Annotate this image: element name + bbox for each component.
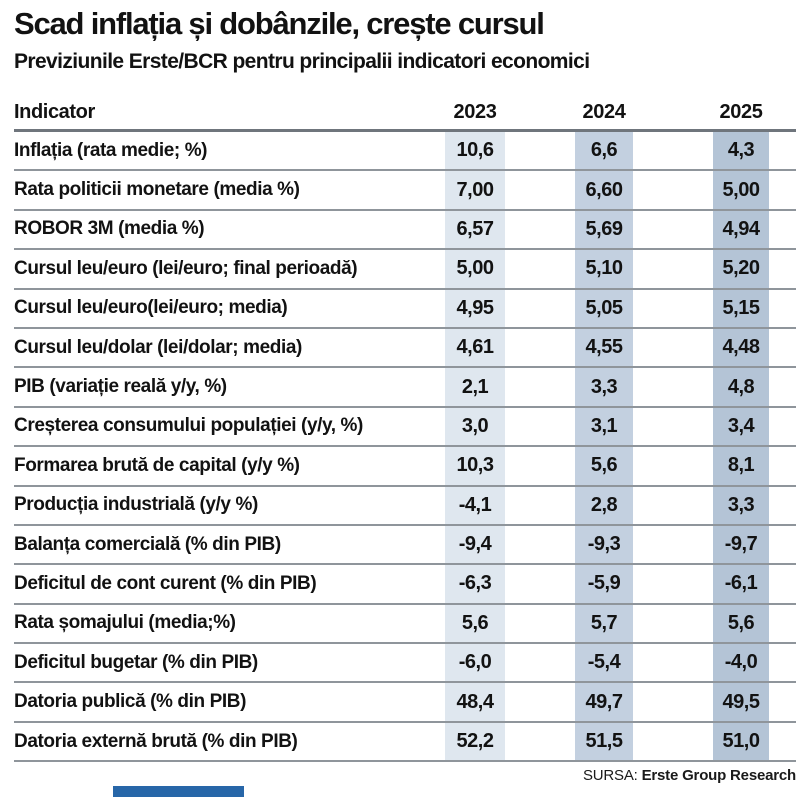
table-row: Inflația (rata medie; %) 10,6 6,6 4,3 xyxy=(14,132,796,172)
value-cell-2023: 5,6 xyxy=(445,604,505,643)
table-body: Inflația (rata medie; %) 10,6 6,6 4,3 Rata p… xyxy=(14,132,796,763)
row-label: Balanța comercială (% din PIB) xyxy=(14,533,281,555)
forecast-table: Indicator 2023 2024 2025 Inflația (rata me… xyxy=(14,95,796,763)
table-row: Deficitul bugetar (% din PIB) -6,0 -5,4 -4,… xyxy=(14,644,796,684)
value-cell-2023: 4,61 xyxy=(445,328,505,367)
table-row: Balanța comercială (% din PIB) -9,4 -9,3 -9… xyxy=(14,525,796,566)
value-cell-2024: 5,05 xyxy=(575,289,633,327)
value-cell-2024: 3,3 xyxy=(575,368,633,406)
page-subtitle: Previziunile Erste/BCR pentru principali… xyxy=(14,50,590,73)
value-cell-2024: 5,10 xyxy=(575,250,633,288)
table-row: Datoria externă brută (% din PIB) 52,2 51,… xyxy=(14,722,796,763)
value-cell-2024: 5,6 xyxy=(575,447,633,485)
value-cell-2023: -4,1 xyxy=(445,486,505,524)
value-cell-2025: -6,1 xyxy=(713,565,769,603)
value-cell-2025: 5,6 xyxy=(713,604,769,643)
table-row: Creșterea consumului populației (y/y, %)… xyxy=(14,407,796,448)
row-label: Rata șomajului (media;%) xyxy=(14,612,236,634)
value-cell-2025: 4,3 xyxy=(713,132,769,170)
value-cell-2023: 6,57 xyxy=(445,210,505,249)
value-cell-2023: 5,00 xyxy=(445,250,505,288)
row-label: Inflația (rata medie; %) xyxy=(14,139,208,161)
source-value: Erste Group Research xyxy=(641,767,797,784)
value-cell-2023: 7,00 xyxy=(445,171,505,209)
row-label: Creșterea consumului populației (y/y, %) xyxy=(14,415,363,437)
table-row: Producția industrială (y/y %) -4,1 2,8 3,3 xyxy=(14,486,796,526)
value-cell-2023: 48,4 xyxy=(445,683,505,721)
table-header-row: Indicator 2023 2024 2025 xyxy=(14,95,796,132)
value-cell-2025: 3,3 xyxy=(713,486,769,524)
table-row: Cursul leu/euro (lei/euro; final perioad… xyxy=(14,250,796,290)
row-label: Deficitul de cont curent (% din PIB) xyxy=(14,572,317,594)
table-row: Rata politicii monetare (media %) 7,00 6,6… xyxy=(14,171,796,211)
value-cell-2023: 52,2 xyxy=(445,722,505,761)
value-cell-2025: 51,0 xyxy=(713,722,769,761)
page-title: Scad inflația și dobânzile, crește cursu… xyxy=(14,6,545,41)
value-cell-2023: 4,95 xyxy=(445,289,505,327)
value-cell-2023: -6,3 xyxy=(445,565,505,603)
table-row: Datoria publică (% din PIB) 48,4 49,7 49,5 xyxy=(14,683,796,723)
value-cell-2023: -9,4 xyxy=(445,525,505,564)
value-cell-2025: -9,7 xyxy=(713,525,769,564)
row-label: Datoria publică (% din PIB) xyxy=(14,691,246,713)
value-cell-2025: 8,1 xyxy=(713,447,769,485)
row-label: Cursul leu/dolar (lei/dolar; media) xyxy=(14,336,302,358)
table-row: Deficitul de cont curent (% din PIB) -6,3… xyxy=(14,565,796,605)
column-header-year-2023: 2023 xyxy=(453,101,497,123)
value-cell-2025: 4,8 xyxy=(713,368,769,406)
row-label: PIB (variație reală y/y, %) xyxy=(14,376,227,398)
table-row: Cursul leu/dolar (lei/dolar; media) 4,61 4… xyxy=(14,328,796,369)
value-cell-2024: 49,7 xyxy=(575,683,633,721)
value-cell-2025: 5,20 xyxy=(713,250,769,288)
value-cell-2023: 10,3 xyxy=(445,447,505,485)
source-line: SURSA: Erste Group Research xyxy=(583,767,796,784)
value-cell-2024: -5,4 xyxy=(575,644,633,682)
value-cell-2024: 6,6 xyxy=(575,132,633,170)
value-cell-2024: 5,69 xyxy=(575,210,633,249)
column-header-indicator: Indicator xyxy=(14,101,95,123)
value-cell-2024: -9,3 xyxy=(575,525,633,564)
table-row: ROBOR 3M (media %) 6,57 5,69 4,94 xyxy=(14,210,796,251)
row-label: Rata politicii monetare (media %) xyxy=(14,179,300,201)
value-cell-2024: 51,5 xyxy=(575,722,633,761)
value-cell-2025: 5,00 xyxy=(713,171,769,209)
value-cell-2023: 2,1 xyxy=(445,368,505,406)
table-row: Formarea brută de capital (y/y %) 10,3 5,6… xyxy=(14,447,796,487)
value-cell-2024: 5,7 xyxy=(575,604,633,643)
value-cell-2025: 49,5 xyxy=(713,683,769,721)
value-cell-2024: 6,60 xyxy=(575,171,633,209)
table-row: Rata șomajului (media;%) 5,6 5,7 5,6 xyxy=(14,604,796,645)
table-row: Cursul leu/euro(lei/euro; media) 4,95 5,05… xyxy=(14,289,796,329)
row-label: Cursul leu/euro(lei/euro; media) xyxy=(14,297,288,319)
value-cell-2023: 3,0 xyxy=(445,407,505,446)
row-label: Formarea brută de capital (y/y %) xyxy=(14,454,300,476)
value-cell-2023: -6,0 xyxy=(445,644,505,682)
row-label: ROBOR 3M (media %) xyxy=(14,218,205,240)
row-label: Producția industrială (y/y %) xyxy=(14,494,258,516)
value-cell-2025: 4,94 xyxy=(713,210,769,249)
value-cell-2023: 10,6 xyxy=(445,132,505,170)
row-label: Datoria externă brută (% din PIB) xyxy=(14,730,298,752)
value-cell-2025: 4,48 xyxy=(713,328,769,367)
value-cell-2025: 5,15 xyxy=(713,289,769,327)
value-cell-2024: 2,8 xyxy=(575,486,633,524)
value-cell-2025: -4,0 xyxy=(713,644,769,682)
table-row: PIB (variație reală y/y, %) 2,1 3,3 4,8 xyxy=(14,368,796,408)
value-cell-2025: 3,4 xyxy=(713,407,769,446)
value-cell-2024: -5,9 xyxy=(575,565,633,603)
value-cell-2024: 4,55 xyxy=(575,328,633,367)
row-label: Deficitul bugetar (% din PIB) xyxy=(14,651,258,673)
column-header-year-2024: 2024 xyxy=(582,101,626,123)
value-cell-2024: 3,1 xyxy=(575,407,633,446)
brand-bar xyxy=(113,786,244,797)
column-header-year-2025: 2025 xyxy=(719,101,763,123)
row-label: Cursul leu/euro (lei/euro; final perioad… xyxy=(14,257,358,279)
source-label: SURSA: xyxy=(582,767,638,784)
